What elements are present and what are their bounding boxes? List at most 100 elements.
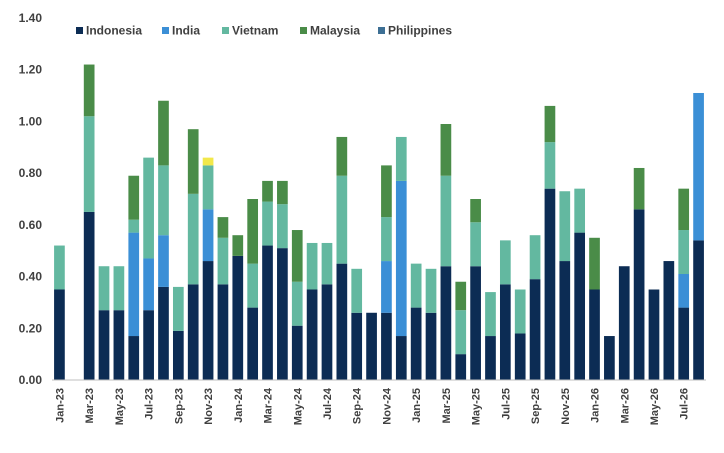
legend-swatch (162, 27, 169, 34)
bar-segment (143, 310, 154, 380)
bar-segment (395, 180, 407, 337)
bar-segment (336, 263, 348, 380)
x-tick-label: Jul-24 (322, 387, 334, 420)
bar-segment (693, 240, 704, 380)
bar-segment (128, 232, 140, 337)
bar-segment (559, 261, 571, 380)
bar-segment (232, 235, 244, 256)
bar-segment (83, 116, 95, 212)
bars (54, 64, 704, 380)
x-tick-label: Mar-25 (441, 388, 453, 423)
x-tick-label: Jan-26 (590, 388, 602, 423)
x-tick-label: Nov-24 (381, 387, 393, 425)
bar-segment (455, 310, 467, 355)
x-tick-label: May-26 (649, 388, 661, 425)
y-tick-label: 0.40 (19, 270, 43, 284)
bar-segment (514, 333, 526, 380)
bar-segment (410, 307, 422, 380)
x-tick-label: Jul-26 (679, 388, 691, 420)
bar-segment (633, 167, 645, 210)
bar-segment (291, 230, 303, 282)
bar-segment (172, 286, 184, 331)
bar-segment (485, 292, 496, 337)
bar-segment (54, 289, 65, 380)
x-tick-label: Sep-25 (530, 388, 542, 424)
bar-segment (277, 180, 288, 205)
bar-segment (202, 165, 214, 210)
bar-segment (83, 211, 95, 380)
bar-segment (678, 188, 690, 231)
bar-segment (425, 268, 437, 313)
bar-segment (410, 263, 422, 308)
bar-segment (381, 261, 392, 313)
bar-segment (485, 336, 496, 380)
bar-segment (544, 105, 556, 143)
bar-segment (514, 289, 526, 334)
bar-segment (544, 142, 556, 189)
bar-segment (291, 325, 303, 380)
bar-segment (113, 266, 125, 311)
bar-segment (440, 266, 452, 380)
y-tick-label: 1.40 (19, 11, 43, 25)
bar-segment (306, 242, 318, 290)
x-tick-label: Jul-25 (500, 388, 512, 420)
x-tick-label: Jan-23 (54, 388, 66, 423)
legend-label: Malaysia (310, 24, 360, 38)
bar-segment (98, 266, 110, 311)
legend-label: India (172, 24, 200, 38)
bar-segment (143, 157, 154, 259)
bar-segment (648, 289, 660, 380)
legend-label: Philippines (388, 24, 452, 38)
bar-segment (381, 165, 392, 218)
bar-segment (455, 281, 467, 311)
bar-segment (98, 310, 110, 380)
bar-segment (291, 281, 303, 326)
bar-segment (277, 204, 288, 249)
legend-label: Indonesia (86, 24, 142, 38)
y-tick-label: 0.80 (19, 166, 43, 180)
y-tick-label: 1.00 (19, 114, 43, 128)
bar-segment (574, 232, 586, 380)
x-tick-label: May-23 (114, 388, 126, 425)
bar-segment (336, 136, 348, 176)
bar-segment (470, 222, 481, 267)
bar-segment (574, 188, 586, 233)
legend-swatch (378, 27, 385, 34)
bar-segment (232, 255, 244, 380)
bar-segment (128, 219, 140, 233)
legend-swatch (300, 27, 307, 34)
bar-segment (529, 279, 541, 380)
bar-segment (187, 129, 199, 194)
bar-segment (217, 284, 229, 380)
bar-segment (499, 240, 511, 285)
bar-segment (262, 180, 273, 202)
bar-segment (663, 261, 675, 380)
y-axis-ticks: 0.00 0.20 0.40 0.60 0.80 1.00 1.20 1.40 (19, 11, 43, 387)
bar-segment (351, 312, 363, 380)
x-tick-label: May-24 (292, 387, 304, 425)
bar-segment (158, 100, 169, 166)
bar-segment (395, 336, 407, 380)
bar-segment (321, 242, 333, 285)
bar-segment (202, 261, 214, 380)
y-tick-label: 0.60 (19, 218, 43, 232)
bar-segment (618, 266, 630, 380)
bar-segment (425, 312, 437, 380)
bar-segment (395, 136, 407, 181)
bar-segment (544, 188, 556, 380)
y-tick-label: 0.00 (19, 373, 43, 387)
bar-segment (262, 245, 273, 380)
bar-segment (381, 217, 392, 262)
bar-segment (366, 312, 377, 380)
bar-segment (678, 307, 690, 380)
bar-segment (247, 307, 259, 380)
x-tick-label: Mar-24 (263, 387, 275, 423)
bar-segment (470, 266, 481, 380)
bar-segment (440, 124, 452, 176)
x-axis-ticks: Jan-23 Mar-23 May-23 Jul-23 Sep-23 Nov-23 Jan-… (54, 387, 690, 425)
x-tick-label: May-25 (471, 388, 483, 425)
x-tick-label: Jan-24 (233, 387, 245, 423)
bar-segment (321, 284, 333, 380)
bar-segment (113, 310, 125, 380)
